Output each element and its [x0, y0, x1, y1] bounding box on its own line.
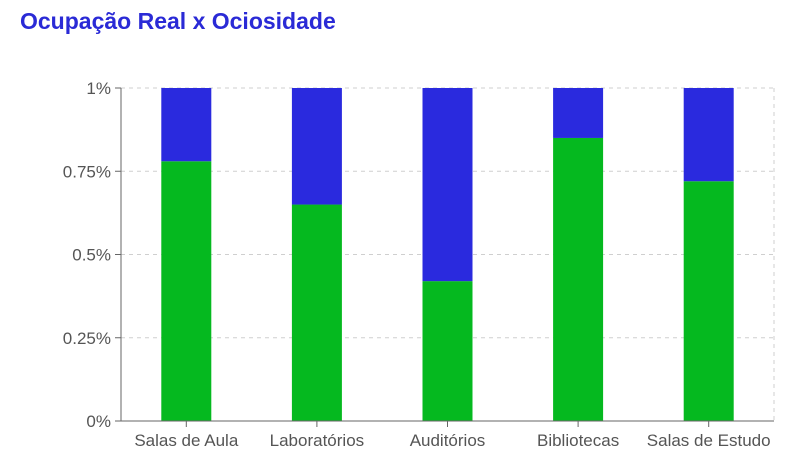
y-tick-label-2: 0.5% [72, 246, 111, 265]
bar-ocupacao-4 [683, 181, 734, 421]
x-tick-label-1: Laboratórios [270, 431, 365, 450]
y-tick-label-3: 0.75% [63, 162, 111, 181]
y-tick-label-0: 0% [86, 412, 111, 431]
x-tick-label-2: Auditórios [410, 431, 486, 450]
tick-labels: 0% 0.25% 0.5% 0.75% 1% Salas de Aula Laboratór… [63, 79, 771, 450]
bar-ocupacao-1 [291, 204, 342, 421]
chart-title: Ocupação Real x Ociosidade [20, 8, 336, 34]
bar-ocupacao-0 [161, 161, 212, 421]
bars-group [161, 88, 734, 421]
grid-lines [121, 87, 775, 421]
bar-ociosidade-2 [422, 88, 473, 282]
x-tick-label-3: Bibliotecas [537, 431, 619, 450]
bar-ociosidade-0 [161, 88, 212, 162]
bar-ociosidade-1 [291, 88, 342, 205]
axes-group [115, 87, 774, 427]
x-tick-label-4: Salas de Estudo [647, 431, 771, 450]
bar-ociosidade-4 [683, 88, 734, 182]
bar-ocupacao-3 [553, 137, 604, 421]
x-tick-label-0: Salas de Aula [134, 431, 239, 450]
y-tick-label-1: 0.25% [63, 329, 111, 348]
bar-ociosidade-3 [553, 88, 604, 138]
y-tick-label-4: 1% [86, 79, 111, 98]
bar-ocupacao-2 [422, 281, 473, 421]
